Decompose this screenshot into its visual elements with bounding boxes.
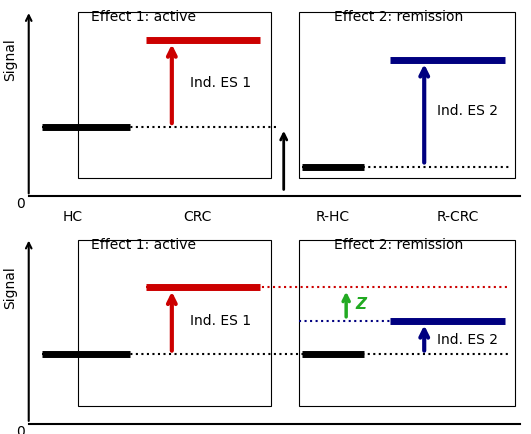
Text: Ind. ES 1: Ind. ES 1	[190, 314, 251, 328]
Text: Effect 1: active: Effect 1: active	[91, 238, 196, 252]
Text: Ind. ES 2: Ind. ES 2	[437, 332, 498, 347]
Text: Effect 1: active: Effect 1: active	[91, 10, 196, 24]
Text: Effect 2: remission: Effect 2: remission	[333, 10, 463, 24]
Text: Ind. ES 2: Ind. ES 2	[437, 104, 498, 118]
Bar	[78, 12, 271, 178]
Text: 0: 0	[16, 425, 25, 434]
Text: CRC: CRC	[184, 210, 212, 224]
Text: 0: 0	[16, 197, 25, 211]
Text: R-CRC: R-CRC	[437, 210, 479, 224]
Bar	[78, 240, 271, 406]
Text: Signal: Signal	[4, 266, 18, 309]
Text: R-HC: R-HC	[316, 210, 350, 224]
Text: Signal: Signal	[4, 38, 18, 81]
Bar	[299, 240, 515, 406]
Text: HC: HC	[63, 210, 83, 224]
Text: Z: Z	[355, 297, 366, 312]
Bar	[299, 12, 515, 178]
Text: Effect 2: remission: Effect 2: remission	[333, 238, 463, 252]
Text: Ind. ES 1: Ind. ES 1	[190, 76, 251, 90]
